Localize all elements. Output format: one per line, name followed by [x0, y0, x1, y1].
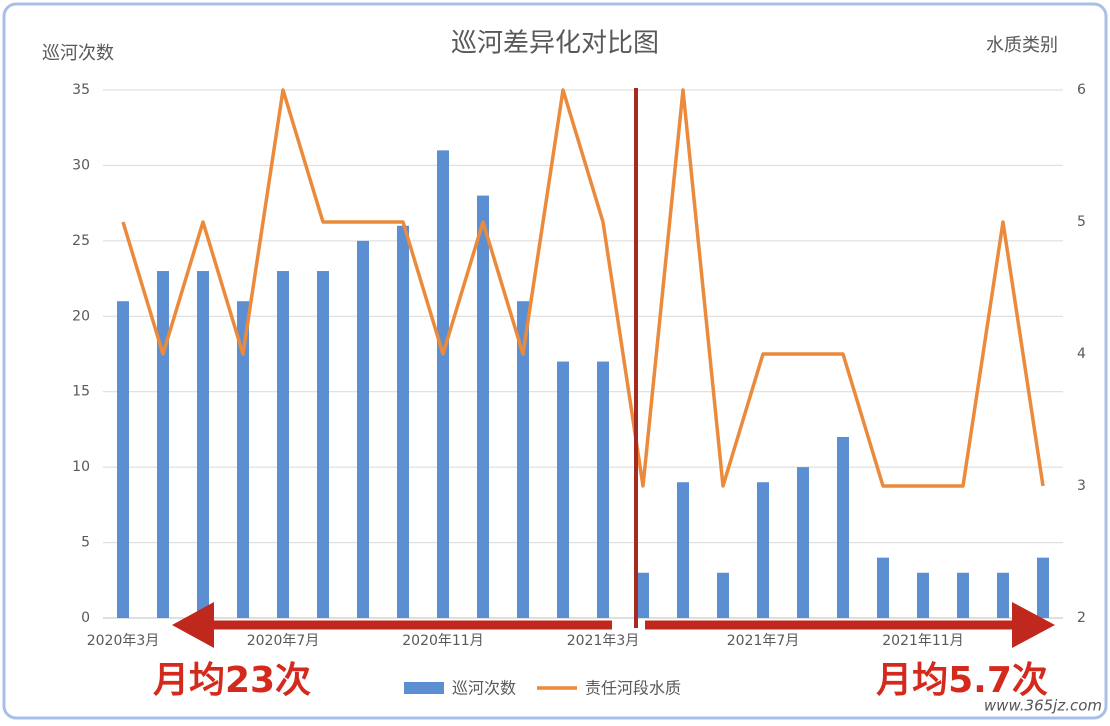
bar — [877, 557, 889, 618]
bar — [997, 572, 1009, 618]
bar — [677, 482, 689, 618]
bar — [277, 271, 289, 618]
annotation: 月均5.7次 — [876, 660, 1048, 701]
legend-swatch — [404, 682, 444, 694]
y-tick-label: 30 — [72, 157, 90, 173]
y-tick-label: 15 — [72, 384, 90, 400]
y2-tick-label: 6 — [1077, 82, 1086, 98]
legend-label: 巡河次数 — [452, 679, 516, 698]
bar — [1037, 557, 1049, 618]
line — [121, 88, 1045, 488]
y2-tick-label: 5 — [1077, 214, 1086, 230]
y-tick-label: 0 — [81, 610, 90, 626]
x-tick-label: 2020年11月 — [402, 633, 483, 649]
annotation: 月均23次 — [153, 660, 311, 701]
y-tick-label: 5 — [81, 535, 90, 551]
bar — [837, 436, 849, 618]
legend-label: 责任河段水质 — [585, 679, 681, 698]
arrow-head — [1012, 602, 1055, 648]
bar — [437, 150, 449, 619]
y2-tick-label: 2 — [1077, 610, 1086, 626]
bar — [797, 467, 809, 618]
y2-tick-label: 3 — [1077, 478, 1086, 494]
bar — [757, 482, 769, 618]
y2-axis-label: 水质类别 — [986, 35, 1058, 56]
bar — [117, 301, 129, 618]
bar — [917, 572, 929, 618]
bar — [397, 225, 409, 618]
bar — [597, 361, 609, 618]
chart-title: 巡河差异化对比图 — [451, 29, 659, 59]
y2-tick-label: 4 — [1077, 346, 1086, 362]
y-tick-label: 35 — [72, 82, 90, 98]
bar — [237, 301, 249, 618]
bar — [557, 361, 569, 618]
bar — [957, 572, 969, 618]
bar — [477, 195, 489, 618]
y-tick-label: 10 — [72, 459, 90, 475]
x-tick-label: 2021年3月 — [567, 633, 640, 649]
bar — [357, 240, 369, 618]
x-tick-label: 2021年7月 — [727, 633, 800, 649]
bar — [317, 271, 329, 618]
y-tick-label: 20 — [72, 308, 90, 324]
bar — [517, 301, 529, 618]
x-tick-label: 2020年3月 — [87, 633, 160, 649]
x-tick-label: 2020年7月 — [247, 633, 320, 649]
bar — [197, 271, 209, 618]
y-tick-label: 25 — [72, 233, 90, 249]
watermark: www.365jz.com — [984, 697, 1102, 715]
y-axis-label: 巡河次数 — [42, 43, 114, 64]
bar — [637, 572, 649, 618]
bar — [717, 572, 729, 618]
arrow-head — [172, 602, 214, 648]
x-tick-label: 2021年11月 — [882, 633, 963, 649]
bar — [157, 271, 169, 618]
